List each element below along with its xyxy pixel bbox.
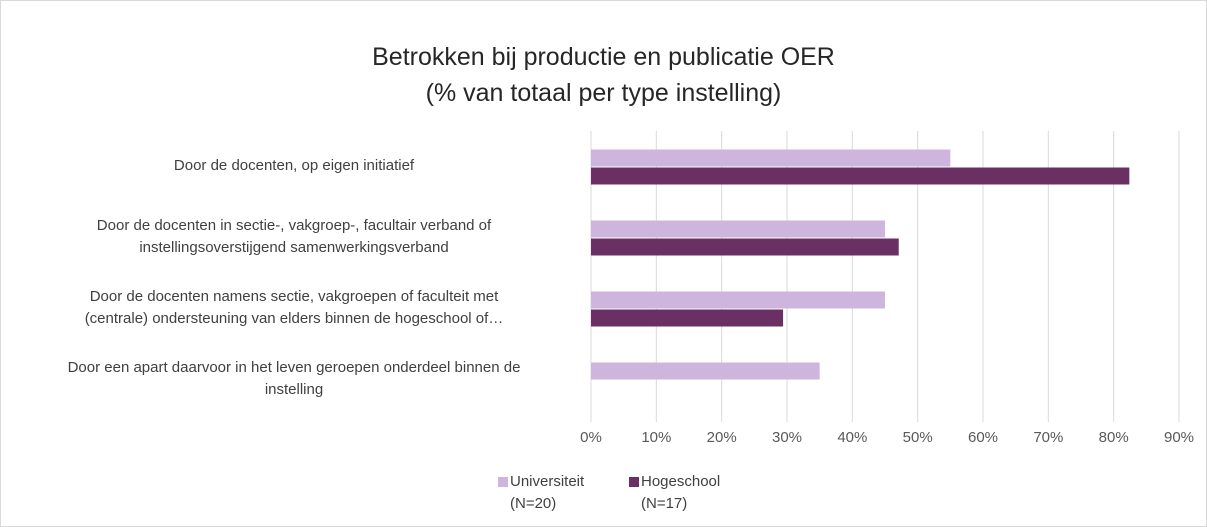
y-tick-label: Door de docenten, op eigen initiatief [173,156,415,174]
legend-label: Universiteit (N=20) [510,473,585,512]
legend-swatch [629,477,639,487]
bar [591,362,820,380]
y-tick-label: Door de docenten namens sectie, vakgroep… [84,287,504,327]
bar [591,238,899,256]
x-tick-label: 30% [771,429,803,446]
bar [591,167,1130,185]
bar [591,309,784,327]
bar [591,149,951,167]
bar [591,291,885,309]
y-tick-label: Door een apart daarvoor in het leven ger… [67,358,521,398]
x-tick-label: 90% [1163,429,1195,446]
legend-swatch [498,477,508,487]
y-tick-label: Door de docenten in sectie-, vakgroep-, … [96,216,492,256]
bar [591,220,885,238]
legend-label: Hogeschool (N=17) [641,473,721,512]
x-tick-label: 80% [1098,429,1129,446]
x-tick-label: 0% [580,429,602,446]
chart-title: Betrokken bij productie en publicatie OE… [372,43,835,107]
x-tick-label: 70% [1033,429,1064,446]
x-tick-label: 50% [902,429,933,446]
x-tick-label: 20% [706,429,737,446]
x-tick-label: 40% [837,429,868,446]
x-tick-label: 10% [641,429,672,446]
x-tick-label: 60% [967,429,999,446]
